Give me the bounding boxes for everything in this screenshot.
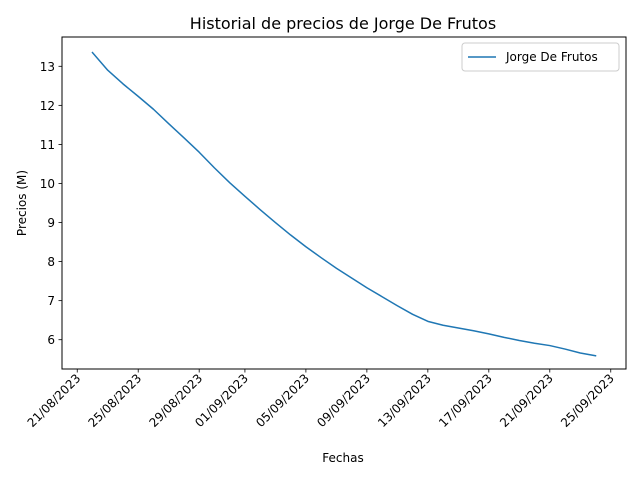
x-tick-label: 09/09/2023 [314,371,373,430]
legend-box [461,42,620,72]
plot-frame [61,36,627,370]
y-tick-label: 11 [40,138,55,152]
y-axis-label: Precios (M) [15,170,29,236]
y-tick-label: 12 [40,99,55,113]
x-tick-label: 21/08/2023 [25,371,84,430]
y-tick-label: 8 [47,255,55,269]
x-tick-label: 13/09/2023 [375,371,434,430]
legend: Jorge De Frutos [461,42,620,72]
series-line-jorge-de-frutos [91,51,597,357]
y-tick-label: 6 [47,333,55,347]
y-axis: 6 7 8 9 10 11 12 13 [40,60,62,347]
x-axis: 21/08/2023 25/08/2023 29/08/202301/09/2023… [25,369,617,430]
chart-title: Historial de precios de Jorge De Frutos [190,14,496,33]
x-tick-label: 17/09/2023 [436,371,495,430]
y-tick-label: 9 [47,216,55,230]
x-tick-label: 25/08/2023 [86,371,145,430]
y-tick-label: 10 [40,177,55,191]
legend-entry-label: Jorge De Frutos [505,50,598,64]
x-tick-label: 25/09/2023 [558,371,617,430]
y-tick-label: 13 [40,60,55,74]
plot-area [91,51,597,357]
x-tick-label: 21/09/2023 [497,371,556,430]
x-axis-label: Fechas [322,451,363,465]
x-tick-label: 05/09/2023 [253,371,312,430]
y-tick-label: 7 [47,294,55,308]
